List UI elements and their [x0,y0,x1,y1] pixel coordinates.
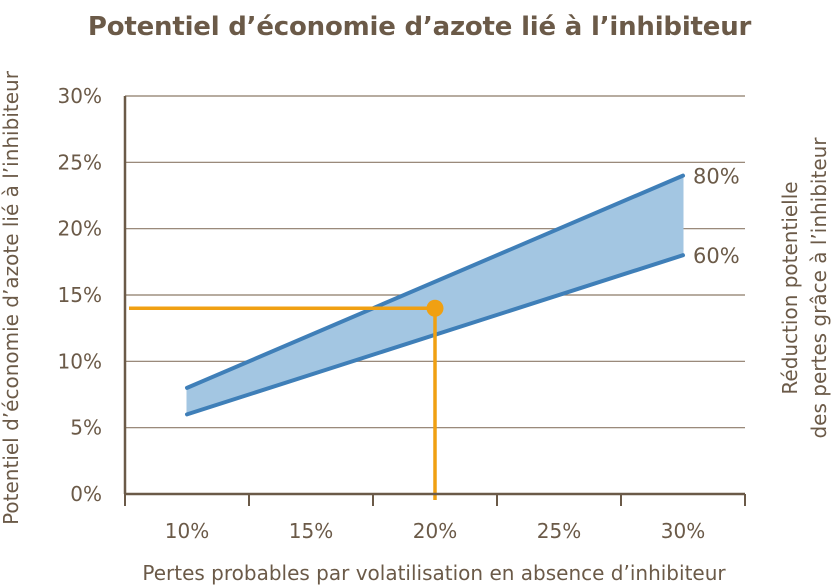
highlight-guide [129,299,444,500]
chart-title: Potentiel d’économie d’azote lié à l’inh… [87,12,752,42]
x-tick-label: 25% [537,519,581,543]
y-axis-title: Potentiel d’économie d’azote lié à l’inh… [0,70,23,525]
x-tick-label: 10% [165,519,209,543]
x-axis-title: Pertes probables par volatilisation en a… [142,561,726,585]
highlight-point [426,299,444,317]
y-tick-label: 15% [58,283,102,307]
y-tick-label: 20% [58,217,102,241]
tick-labels: 0% 5% 10% 15% 20% 25% 30% 10% 15% 20% 25% 30% [58,84,706,543]
y-tick-label: 0% [70,482,102,506]
x-tick-label: 20% [413,519,457,543]
y-tick-label: 5% [70,416,102,440]
y2-axis-title-line2: des pertes grâce à l’inhibiteur [807,137,831,439]
series-line-80% [185,173,685,390]
axes [123,96,746,506]
x-tick-label: 30% [661,519,705,543]
band-area [186,175,684,415]
series-label: 60% [693,244,740,268]
y-tick-label: 30% [58,84,102,108]
y2-axis-title-line1: Réduction potentielle [778,181,802,394]
series-label: 80% [693,165,740,189]
band-fill [187,175,683,415]
y-tick-label: 10% [58,349,102,373]
y-tick-label: 25% [58,150,102,174]
x-tick-label: 15% [289,519,333,543]
